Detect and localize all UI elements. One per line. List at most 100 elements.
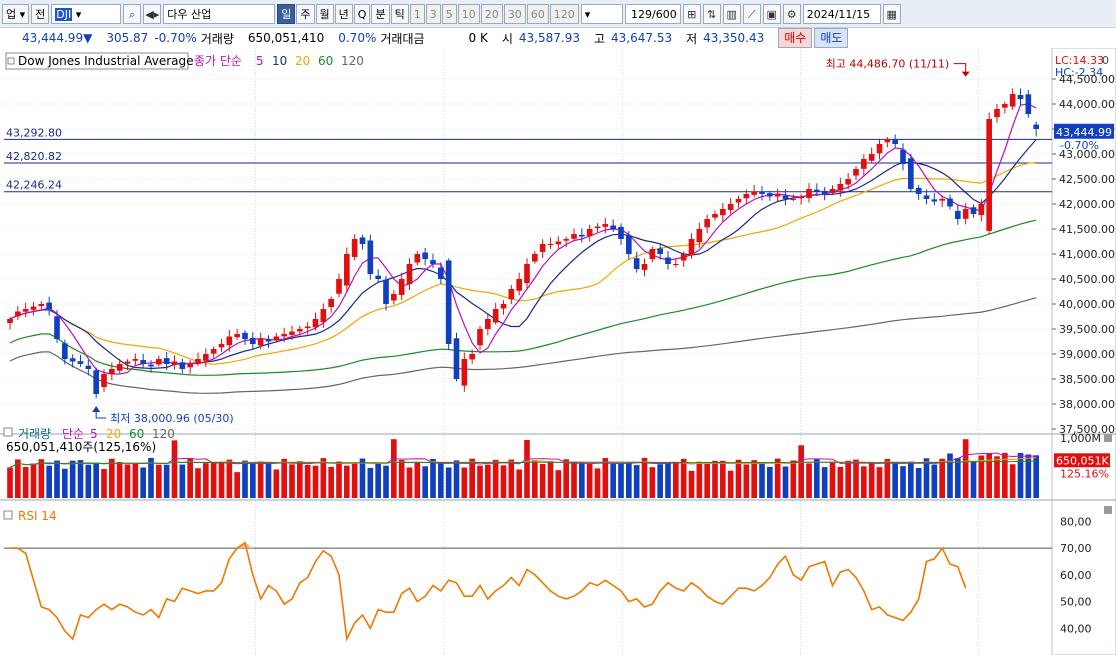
volume-bar bbox=[821, 467, 828, 498]
candle-body bbox=[555, 241, 562, 245]
chart-style-icon[interactable]: ▥ bbox=[722, 3, 741, 24]
volume-bar bbox=[132, 462, 139, 498]
volume-bar bbox=[853, 459, 859, 498]
candle-body bbox=[673, 264, 679, 265]
low-label: 저 bbox=[686, 31, 698, 46]
search-icon[interactable]: ⌕ bbox=[123, 3, 142, 24]
period-tab-1[interactable]: 주 bbox=[296, 3, 315, 24]
period-tab-0[interactable]: 일 bbox=[277, 3, 296, 24]
candle-body bbox=[250, 337, 256, 344]
volume-bar bbox=[485, 464, 491, 498]
candle-body bbox=[469, 354, 475, 360]
period-tabs: 일 주 월 년 Q 분 틱 1 3 5 10 20 30 60 120 bbox=[277, 3, 579, 24]
period-tab-7[interactable]: 1 bbox=[409, 3, 425, 24]
period-tab-3[interactable]: 년 bbox=[334, 3, 353, 24]
period-tab-2[interactable]: 월 bbox=[315, 3, 334, 24]
period-tab-10[interactable]: 10 bbox=[457, 3, 480, 24]
candle-body bbox=[62, 343, 68, 359]
volume-bar bbox=[657, 464, 663, 498]
volume-bar bbox=[665, 462, 671, 498]
candle-body bbox=[853, 169, 859, 176]
calendar-icon[interactable]: ▦ bbox=[882, 3, 901, 24]
price-tick-label: 39,000.00 bbox=[1059, 348, 1115, 361]
volume-bar bbox=[367, 467, 374, 498]
candle-body bbox=[861, 159, 867, 169]
period-tab-4[interactable]: Q bbox=[353, 3, 371, 24]
volume-bar bbox=[210, 461, 217, 498]
rsi-panel-checkbox bbox=[3, 510, 13, 520]
period-tab-11[interactable]: 20 bbox=[480, 3, 503, 24]
candle-body bbox=[54, 316, 60, 339]
volume-bar bbox=[571, 461, 577, 498]
candle-body bbox=[304, 326, 311, 329]
volume-bar bbox=[22, 466, 29, 498]
sell-button[interactable]: 매도 bbox=[814, 28, 849, 48]
volume-tag-text: 650,051K bbox=[1056, 454, 1109, 467]
candle-body bbox=[1033, 124, 1039, 129]
period-tab-6[interactable]: 틱 bbox=[390, 3, 409, 24]
market-dropdown[interactable]: 업 ▾ bbox=[2, 3, 30, 24]
chart-background bbox=[0, 48, 1116, 655]
candle-body bbox=[156, 359, 162, 365]
indicator-icon[interactable]: ⇅ bbox=[702, 3, 721, 24]
low-annotation: 최저 38,000.96 (05/30) bbox=[110, 412, 233, 425]
volume-bar bbox=[618, 463, 624, 498]
volume-bar bbox=[281, 458, 287, 498]
candle-body bbox=[218, 344, 225, 348]
volume-bar bbox=[539, 463, 546, 498]
prev-button[interactable]: 전 bbox=[31, 3, 50, 24]
period-tab-13[interactable]: 60 bbox=[526, 3, 549, 24]
volume-ma60-line bbox=[9, 460, 1037, 468]
volume-bar bbox=[140, 467, 146, 498]
candle-body bbox=[336, 279, 342, 294]
speaker-icon[interactable]: ◀▸ bbox=[143, 3, 162, 24]
period-tab-9[interactable]: 5 bbox=[441, 3, 457, 24]
open: 43,587.93 bbox=[518, 31, 580, 45]
volume-bar bbox=[547, 461, 554, 498]
volume-bar bbox=[383, 465, 389, 498]
name-field: 다우 산업 bbox=[163, 3, 276, 24]
hc-label: HC:-2.34 bbox=[1055, 66, 1103, 79]
price-tick-label: 41,000.00 bbox=[1059, 248, 1115, 261]
layout-icon[interactable]: ⊞ bbox=[682, 3, 701, 24]
period-tab-12[interactable]: 30 bbox=[503, 3, 526, 24]
volume-bar bbox=[782, 466, 789, 498]
candle-body bbox=[46, 302, 52, 309]
period-tab-8[interactable]: 3 bbox=[425, 3, 441, 24]
chart-area[interactable]: 37,500.00 38,000.00 38,500.00 39,000.00 39,5… bbox=[0, 48, 1116, 655]
candle-body bbox=[257, 339, 264, 346]
volume-bar bbox=[633, 465, 640, 498]
candle-body bbox=[806, 189, 812, 199]
period-tab-5[interactable]: 분 bbox=[371, 3, 390, 24]
candle-body bbox=[422, 252, 428, 259]
candle-body bbox=[594, 226, 601, 229]
gear-icon[interactable]: ⚙ bbox=[782, 3, 801, 24]
buy-button[interactable]: 매수 bbox=[778, 28, 813, 48]
volume-bar bbox=[1017, 452, 1024, 498]
candle-body bbox=[532, 254, 538, 262]
count-field[interactable]: 129/600 bbox=[624, 3, 681, 24]
candle-body bbox=[375, 275, 381, 279]
volume-bar bbox=[15, 459, 21, 498]
date-field[interactable]: 2024/11/15 bbox=[802, 3, 881, 24]
price-tick-label: 42,500.00 bbox=[1059, 173, 1115, 186]
volume-bar bbox=[273, 469, 280, 498]
candle-body bbox=[539, 244, 546, 252]
code-input[interactable]: DJI ▾ bbox=[51, 3, 122, 24]
candle-body bbox=[289, 331, 295, 335]
volume-bar bbox=[602, 458, 609, 498]
price: 43,444.99▼ bbox=[22, 31, 93, 45]
draw-icon[interactable]: ⟋ bbox=[742, 3, 761, 24]
volume-bar bbox=[814, 458, 820, 498]
candle-body bbox=[148, 364, 154, 367]
candle-body bbox=[195, 359, 201, 364]
candle-body bbox=[242, 332, 248, 339]
high-arrow-head bbox=[961, 71, 970, 77]
volume-bar bbox=[257, 461, 264, 498]
change-pct: -0.70% bbox=[154, 31, 197, 45]
candle-body bbox=[626, 235, 632, 254]
period-tab-14[interactable]: 120 bbox=[549, 3, 579, 24]
save-icon[interactable]: ▣ bbox=[762, 3, 781, 24]
volume-bar bbox=[93, 462, 99, 498]
period-value-dropdown[interactable]: ▾ bbox=[580, 3, 623, 24]
